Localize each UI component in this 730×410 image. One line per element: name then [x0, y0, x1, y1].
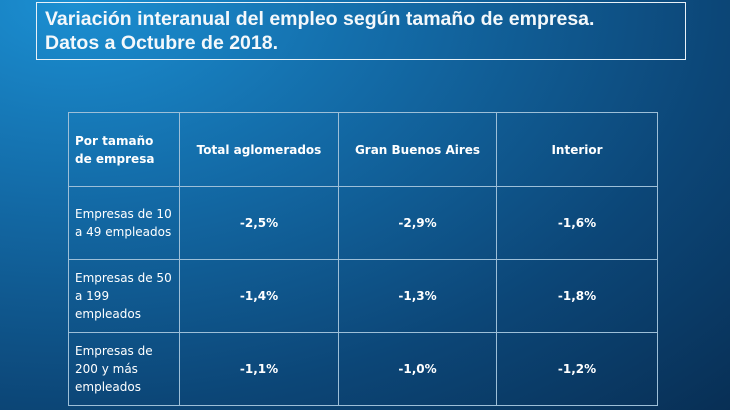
table-row: Empresas de 200 y más empleados -1,1% -1,0…	[68, 332, 658, 406]
row-header: Empresas de 10 a 49 empleados	[68, 186, 180, 260]
cell: -1,4%	[179, 259, 339, 333]
column-header: Total aglomerados	[179, 112, 339, 187]
cell: -1,6%	[496, 186, 658, 260]
cell: -1,1%	[179, 332, 339, 406]
column-header: Por tamaño de empresa	[68, 112, 180, 187]
table-row: Empresas de 50 a 199 empleados -1,4% -1,3%…	[68, 259, 658, 333]
row-header: Empresas de 50 a 199 empleados	[68, 259, 180, 333]
row-header: Empresas de 200 y más empleados	[68, 332, 180, 406]
table-body: Empresas de 10 a 49 empleados -2,5% -2,9% -…	[68, 186, 658, 406]
title-line: Datos a Octubre de 2018.	[45, 32, 279, 54]
column-header: Interior	[496, 112, 658, 187]
cell: -2,5%	[179, 186, 339, 260]
header-row: Por tamaño de empresa Total aglomerados Gr…	[68, 112, 658, 187]
cell: -1,2%	[496, 332, 658, 406]
table-row: Empresas de 10 a 49 empleados -2,5% -2,9% -…	[68, 186, 658, 260]
data-table: Por tamaño de empresa Total aglomerados Gr…	[68, 112, 658, 406]
column-header: Gran Buenos Aires	[338, 112, 497, 187]
cell: -1,3%	[338, 259, 497, 333]
title-box: Variación interanual del empleo según ta…	[36, 2, 686, 60]
cell: -1,8%	[496, 259, 658, 333]
cell: -2,9%	[338, 186, 497, 260]
cell: -1,0%	[338, 332, 497, 406]
title-line: Variación interanual del empleo según ta…	[45, 8, 595, 30]
